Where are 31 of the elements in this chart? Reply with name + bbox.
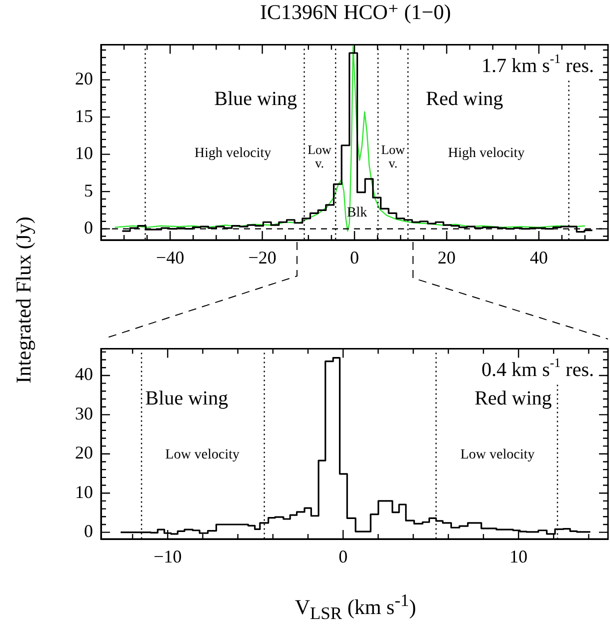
y-tick-label: 20 <box>75 442 93 463</box>
y-axis-title: Integrated Flux (Jy) <box>12 216 36 384</box>
y-tick-label: 0 <box>84 521 93 542</box>
y-tick-label: 10 <box>75 482 93 502</box>
annotation: High velocity <box>448 146 525 162</box>
x-tick-label: −10 <box>154 546 182 567</box>
annotation: Blue wing <box>214 88 298 110</box>
y-tick-label: 40 <box>75 364 93 384</box>
x-tick-label: −20 <box>248 248 276 268</box>
y-tick-label: 0 <box>84 218 93 238</box>
annotation: Red wing <box>474 387 552 410</box>
annotation: Low v. <box>308 142 332 170</box>
x-tick-label: −40 <box>156 248 184 268</box>
annotation: Low velocity <box>460 447 535 462</box>
x-axis-title: V$_{LSR}$ (km s$^{-1}$) <box>294 590 418 624</box>
y-tick-label: 10 <box>75 143 93 164</box>
annotation: High velocity <box>194 146 272 162</box>
y-tick-label: 20 <box>75 68 93 89</box>
x-tick-label: 10 <box>510 546 528 567</box>
y-tick-label: 5 <box>84 180 93 200</box>
chart-title: IC1396N HCO⁺ (1−0) <box>259 0 452 25</box>
y-tick-label: 15 <box>75 106 93 126</box>
annotation: Red wing <box>426 88 504 110</box>
x-tick-label: 0 <box>338 546 348 567</box>
x-tick-label: 20 <box>438 248 456 268</box>
annotation: Low velocity <box>165 447 240 462</box>
annotation: Blue wing <box>145 387 228 410</box>
annotation: Low v. <box>381 142 406 170</box>
x-tick-label: 0 <box>350 248 359 268</box>
x-tick-label: 40 <box>530 248 548 268</box>
y-tick-label: 30 <box>75 403 93 424</box>
